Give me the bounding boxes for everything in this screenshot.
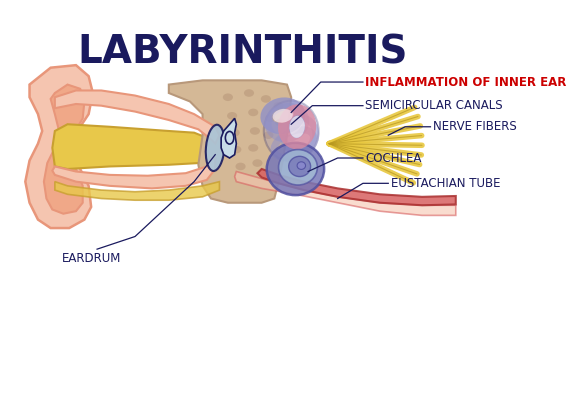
Ellipse shape — [297, 162, 305, 169]
Ellipse shape — [272, 109, 293, 123]
Ellipse shape — [252, 159, 263, 167]
Text: NERVE FIBERS: NERVE FIBERS — [433, 120, 517, 133]
Ellipse shape — [232, 146, 241, 154]
Polygon shape — [44, 84, 85, 214]
Ellipse shape — [290, 116, 305, 138]
Polygon shape — [25, 65, 93, 228]
Ellipse shape — [206, 125, 225, 171]
Ellipse shape — [279, 150, 317, 185]
Ellipse shape — [275, 119, 285, 126]
Polygon shape — [52, 158, 215, 188]
Ellipse shape — [250, 127, 260, 135]
Ellipse shape — [230, 129, 240, 136]
Text: COCHLEA: COCHLEA — [366, 151, 422, 164]
Text: LABYRINTHITIS: LABYRINTHITIS — [78, 34, 408, 72]
Ellipse shape — [265, 114, 275, 122]
Polygon shape — [257, 169, 456, 205]
Text: INFLAMMATION OF INNER EAR: INFLAMMATION OF INNER EAR — [366, 76, 567, 89]
Text: EARDRUM: EARDRUM — [62, 252, 121, 265]
Text: EUSTACHIAN TUBE: EUSTACHIAN TUBE — [391, 177, 501, 190]
Ellipse shape — [225, 131, 234, 144]
Polygon shape — [234, 171, 456, 215]
Ellipse shape — [223, 94, 233, 101]
Ellipse shape — [236, 163, 245, 170]
Ellipse shape — [261, 95, 271, 103]
Ellipse shape — [248, 144, 258, 152]
Polygon shape — [55, 182, 219, 200]
Ellipse shape — [264, 101, 319, 161]
Polygon shape — [169, 80, 291, 203]
Ellipse shape — [227, 112, 237, 119]
Ellipse shape — [289, 156, 310, 176]
Polygon shape — [221, 118, 236, 158]
Ellipse shape — [274, 102, 283, 109]
Polygon shape — [52, 124, 215, 169]
Polygon shape — [55, 90, 219, 144]
Ellipse shape — [263, 131, 274, 139]
Ellipse shape — [244, 89, 254, 97]
Ellipse shape — [248, 109, 258, 116]
Ellipse shape — [267, 143, 324, 195]
Text: SEMICIRCULAR CANALS: SEMICIRCULAR CANALS — [366, 99, 503, 112]
